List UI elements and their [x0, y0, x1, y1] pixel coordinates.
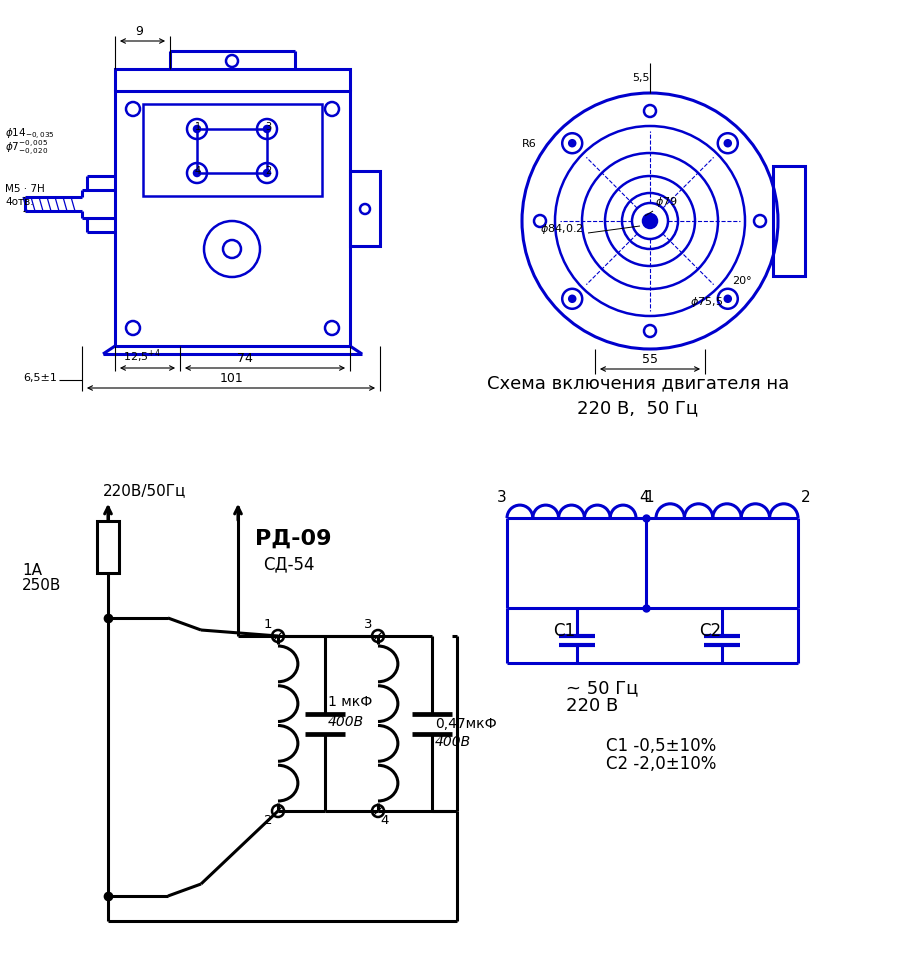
Text: 1: 1 [264, 618, 273, 631]
Text: М5 · 7Н: М5 · 7Н [5, 184, 45, 194]
Text: 55: 55 [642, 353, 658, 366]
Text: С2 -2,0±10%: С2 -2,0±10% [607, 755, 717, 773]
Text: РД-09: РД-09 [255, 529, 331, 549]
Text: 4: 4 [639, 490, 649, 505]
Bar [773, 166, 805, 276]
Text: С2: С2 [699, 622, 721, 640]
Circle shape [194, 170, 200, 176]
Text: С1 -0,5±10%: С1 -0,5±10% [607, 737, 717, 755]
Circle shape [725, 296, 731, 301]
Text: $\phi$84,0.2: $\phi$84,0.2 [540, 222, 583, 236]
Text: 2: 2 [265, 166, 271, 176]
Text: ~ 50 Гц: ~ 50 Гц [566, 679, 639, 697]
Text: 4: 4 [380, 814, 388, 827]
Bar [143, 104, 322, 196]
Text: $\phi$79: $\phi$79 [655, 195, 677, 209]
Text: 4отв.: 4отв. [5, 197, 34, 207]
Text: 20°: 20° [732, 276, 752, 286]
Text: 3: 3 [364, 618, 373, 631]
Text: $\phi$7$_{-0,020}^{-0,005}$: $\phi$7$_{-0,020}^{-0,005}$ [5, 138, 49, 157]
Text: 1: 1 [644, 490, 654, 505]
Circle shape [569, 296, 576, 301]
Text: 6,5±1: 6,5±1 [23, 373, 57, 383]
Text: R6: R6 [522, 139, 537, 149]
Bar [115, 91, 350, 346]
Circle shape [643, 214, 657, 228]
Bar [97, 521, 119, 573]
Text: С1: С1 [554, 622, 576, 640]
Text: 400В: 400В [328, 715, 364, 728]
Text: 1 мкФ: 1 мкФ [328, 695, 373, 708]
Text: 2: 2 [801, 490, 811, 505]
Text: 2: 2 [264, 814, 273, 827]
Text: 220 В: 220 В [566, 697, 619, 715]
Text: 250В: 250В [22, 578, 62, 593]
Text: 74: 74 [237, 352, 253, 365]
Circle shape [194, 126, 200, 132]
Text: 0,47мкФ: 0,47мкФ [435, 718, 497, 731]
Text: Схема включения двигателя на
220 В,  50 Гц: Схема включения двигателя на 220 В, 50 Г… [487, 374, 789, 417]
Text: СД-54: СД-54 [263, 555, 315, 573]
Text: $\phi$14$_{-0,035}$: $\phi$14$_{-0,035}$ [5, 127, 55, 142]
Circle shape [569, 140, 576, 146]
Text: 400В: 400В [435, 734, 471, 749]
Bar [350, 171, 380, 246]
Text: $\phi$75,5: $\phi$75,5 [690, 295, 723, 309]
Text: 220В/50Гц: 220В/50Гц [103, 483, 186, 498]
Text: 3: 3 [498, 490, 507, 505]
Text: 101: 101 [220, 372, 244, 385]
Text: 1А: 1А [22, 563, 42, 578]
Text: 1: 1 [195, 122, 201, 132]
Circle shape [264, 170, 270, 176]
Circle shape [264, 126, 270, 132]
Text: 4: 4 [195, 166, 201, 176]
Text: 3: 3 [265, 122, 271, 132]
Text: 9: 9 [135, 25, 143, 38]
Circle shape [725, 140, 731, 146]
Text: 5,5: 5,5 [632, 73, 650, 83]
Text: 12,5$^{+4}$: 12,5$^{+4}$ [123, 348, 161, 365]
